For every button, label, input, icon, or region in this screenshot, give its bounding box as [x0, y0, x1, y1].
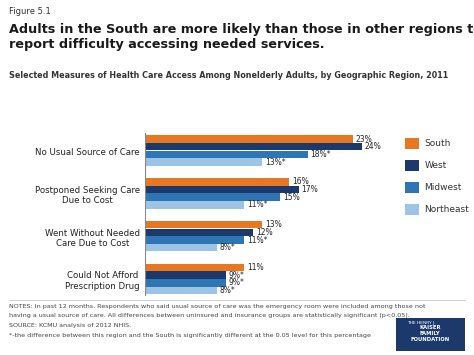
Text: 12%: 12%: [256, 228, 273, 237]
Text: 8%*: 8%*: [220, 286, 236, 295]
Text: 24%: 24%: [365, 142, 382, 151]
Bar: [145, 151, 308, 158]
Bar: [145, 201, 244, 209]
Text: KAISER
FAMILY
FOUNDATION: KAISER FAMILY FOUNDATION: [410, 325, 449, 343]
Text: Midwest: Midwest: [424, 183, 462, 192]
Text: Could Not Afford
Prescription Drug: Could Not Afford Prescription Drug: [65, 272, 140, 291]
Text: 18%*: 18%*: [310, 150, 331, 159]
Text: 13%*: 13%*: [265, 158, 286, 166]
Text: No Usual Source of Care: No Usual Source of Care: [35, 148, 140, 157]
Text: 11%: 11%: [247, 263, 264, 272]
Bar: [145, 178, 290, 186]
Text: THE HENRY J.: THE HENRY J.: [407, 321, 435, 325]
Text: 11%*: 11%*: [247, 201, 267, 209]
Text: NOTES: In past 12 months. Respondents who said usual source of care was the emer: NOTES: In past 12 months. Respondents wh…: [9, 304, 426, 308]
Text: 9%*: 9%*: [229, 278, 245, 287]
Bar: [145, 264, 244, 271]
Bar: [145, 221, 262, 228]
Text: 16%: 16%: [292, 178, 309, 186]
Bar: [145, 229, 253, 236]
Text: 13%: 13%: [265, 220, 282, 229]
Bar: [145, 244, 217, 251]
Text: Postponed Seeking Care
Due to Cost: Postponed Seeking Care Due to Cost: [35, 186, 140, 205]
Text: West: West: [424, 161, 447, 170]
Text: SOURCE: KCMU analysis of 2012 NHIS.: SOURCE: KCMU analysis of 2012 NHIS.: [9, 323, 132, 328]
Bar: [145, 186, 299, 193]
Text: 8%*: 8%*: [220, 243, 236, 252]
Text: South: South: [424, 139, 451, 148]
Text: 11%*: 11%*: [247, 235, 267, 245]
Text: Figure 5.1: Figure 5.1: [9, 7, 51, 16]
Bar: [145, 236, 244, 244]
Bar: [145, 287, 217, 294]
Bar: [145, 272, 226, 279]
Text: Adults in the South are more likely than those in other regions to
report diffic: Adults in the South are more likely than…: [9, 23, 474, 51]
Text: having a usual source of care. All differences between uninsured and insurance g: having a usual source of care. All diffe…: [9, 313, 410, 318]
Bar: [145, 135, 353, 143]
Bar: [145, 193, 281, 201]
Text: Northeast: Northeast: [424, 205, 469, 214]
Bar: [145, 279, 226, 286]
Text: Selected Measures of Health Care Access Among Nonelderly Adults, by Geographic R: Selected Measures of Health Care Access …: [9, 71, 449, 80]
Text: 15%: 15%: [283, 193, 300, 202]
Text: 9%*: 9%*: [229, 271, 245, 280]
Text: 17%: 17%: [301, 185, 318, 194]
Bar: [145, 158, 262, 166]
Text: 23%: 23%: [356, 135, 373, 143]
Bar: [145, 143, 362, 151]
Text: *-the difference between this region and the South is significantly different at: *-the difference between this region and…: [9, 333, 372, 338]
Text: Went Without Needed
Care Due to Cost: Went Without Needed Care Due to Cost: [45, 229, 140, 248]
